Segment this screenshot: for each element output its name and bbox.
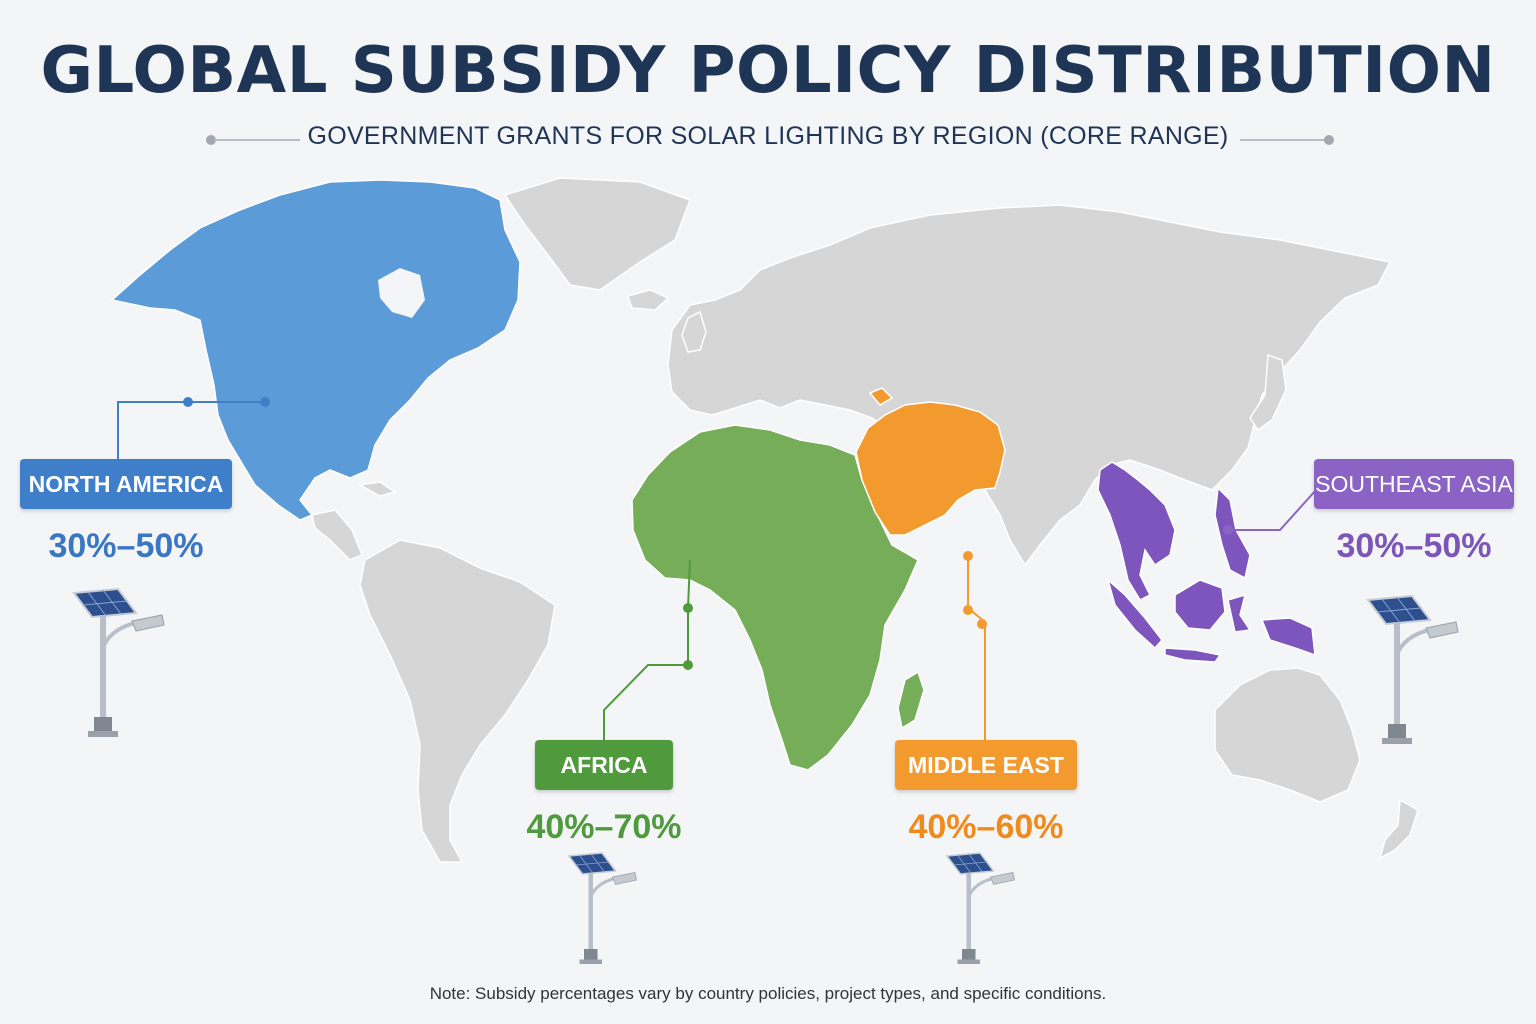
solar-panel-graphic — [72, 587, 138, 619]
caucasus-shape — [868, 387, 894, 406]
africa-label: AFRICA — [535, 740, 673, 790]
connectors — [117, 401, 1317, 740]
solar-street-light-icon — [945, 852, 1015, 964]
north-america-connector — [117, 401, 265, 462]
subtitle-row: GOVERNMENT GRANTS FOR SOLAR LIGHTING BY … — [0, 118, 1536, 158]
me-dot-2 — [963, 605, 973, 615]
north-america-region — [110, 179, 521, 521]
subtitle-right-rule — [1240, 139, 1326, 141]
new-guinea-shape — [1260, 617, 1316, 657]
southeast-asia-connector — [1228, 489, 1317, 531]
me-dot-3 — [977, 619, 987, 629]
madagascar-shape — [897, 670, 925, 730]
connector-dots — [183, 397, 1233, 670]
middle-east-label: MIDDLE EAST — [895, 740, 1077, 790]
sulawesi-shape — [1227, 593, 1252, 633]
na-dot-1 — [183, 397, 193, 407]
eurasia-shape — [667, 204, 1392, 567]
australia-shape — [1214, 667, 1361, 803]
north-america-range: 30%–50% — [48, 527, 204, 565]
japan-shape — [1249, 353, 1287, 432]
middle-east-connector — [967, 555, 986, 740]
britain-shape — [681, 310, 707, 353]
north-america-label: NORTH AMERICA — [20, 459, 232, 509]
middle-east-region — [855, 401, 1006, 536]
solar-street-light-icon — [567, 852, 637, 964]
africa-range: 40%–70% — [526, 808, 682, 846]
indochina-shape — [1097, 461, 1176, 601]
subtitle: GOVERNMENT GRANTS FOR SOLAR LIGHTING BY … — [307, 122, 1229, 150]
af-dot-2 — [683, 660, 693, 670]
solar-street-light-icon — [1366, 594, 1459, 744]
solar-street-light-icon — [72, 587, 165, 737]
na-dot-2 — [260, 397, 270, 407]
africa-region — [631, 424, 919, 771]
java-shape — [1164, 647, 1222, 663]
subtitle-right-dot — [1324, 135, 1334, 145]
southeast-asia-region — [1097, 461, 1316, 663]
sumatra-shape — [1106, 577, 1163, 650]
central-america-shape — [311, 509, 363, 561]
footnote: Note: Subsidy percentages vary by countr… — [429, 984, 1107, 1003]
middle-east-range: 40%–60% — [908, 808, 1064, 846]
philippines-shape — [1214, 486, 1251, 580]
iceland-shape — [627, 289, 670, 311]
sea-dot-1 — [1223, 525, 1233, 535]
south-america-shape — [359, 539, 556, 863]
southeast-asia-range: 30%–50% — [1336, 527, 1492, 565]
subtitle-left-dot — [206, 135, 216, 145]
greenland-shape — [503, 177, 691, 291]
caribbean-shape — [357, 481, 397, 497]
page-title: GLOBAL SUBSIDY POLICY DISTRIBUTION — [40, 34, 1496, 108]
af-dot-1 — [683, 603, 693, 613]
southeast-asia-label: SOUTHEAST ASIA — [1314, 459, 1514, 509]
subtitle-left-rule — [214, 139, 300, 141]
new-zealand-shape — [1378, 798, 1419, 860]
me-dot-1 — [963, 551, 973, 561]
other-land — [311, 177, 1419, 863]
africa-connector — [603, 559, 691, 740]
borneo-shape — [1174, 579, 1226, 631]
hudson-bay-shape — [378, 268, 425, 318]
